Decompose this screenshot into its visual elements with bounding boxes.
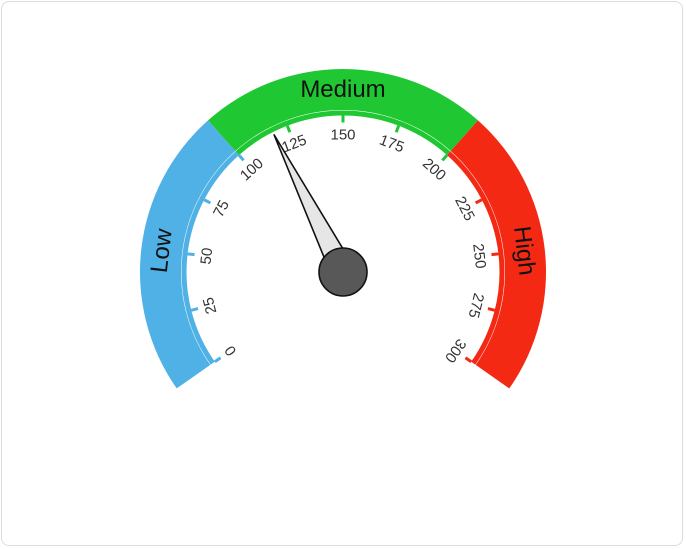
band-label-high: High: [508, 225, 541, 277]
scale-arc-medium: [235, 110, 451, 156]
tick-label-175: 175: [377, 132, 406, 157]
tick-275: [487, 307, 496, 312]
tick-175: [394, 125, 401, 133]
band-label-low: Low: [146, 227, 178, 275]
tick-200: [441, 154, 449, 162]
scale-arc-high: [447, 151, 505, 365]
tick-100: [237, 154, 245, 162]
tick-75: [203, 198, 212, 205]
tick-25: [190, 307, 199, 312]
gauge-scale: [181, 110, 505, 365]
band-low: [139, 120, 236, 389]
tick-label-50: 50: [198, 247, 217, 266]
gauge-bands: [139, 69, 546, 389]
gauge-ticks: [187, 115, 499, 363]
tick-label-25: 25: [200, 295, 221, 315]
gauge-needle: [273, 133, 368, 297]
tick-300: [464, 356, 473, 363]
tick-225: [474, 198, 483, 205]
tick-250: [491, 252, 499, 257]
band-label-medium: Medium: [300, 76, 385, 103]
tick-label-300: 300: [441, 335, 469, 365]
tick-125: [285, 125, 292, 133]
tick-label-0: 0: [221, 342, 240, 359]
tick-label-275: 275: [465, 291, 488, 319]
band-high: [450, 120, 546, 389]
tick-label-250: 250: [469, 243, 489, 270]
tick-0: [213, 356, 222, 363]
scale-arc-low: [181, 151, 239, 365]
needle-hub: [318, 247, 368, 297]
tick-50: [187, 252, 195, 257]
tick-label-225: 225: [451, 194, 478, 224]
band-medium: [208, 69, 478, 151]
tick-label-150: 150: [330, 127, 355, 144]
gauge-band-labels: Low Medium High: [146, 76, 541, 277]
tick-label-75: 75: [210, 197, 233, 220]
